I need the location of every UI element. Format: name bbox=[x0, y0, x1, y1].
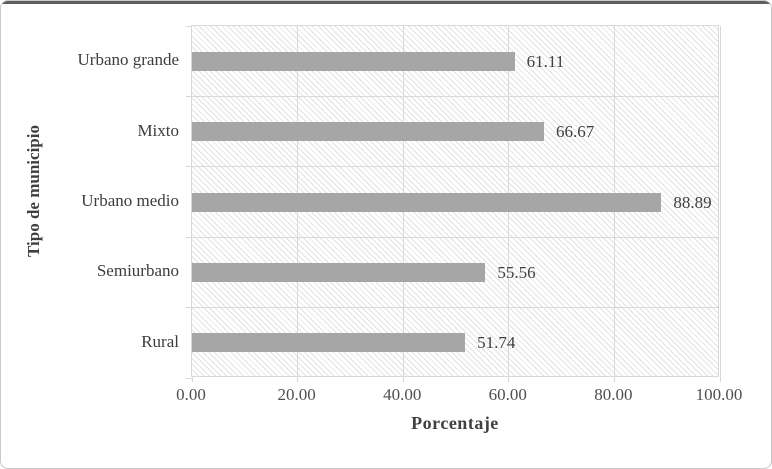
y-axis-tick-mark bbox=[186, 25, 192, 27]
bar-value-label: 61.11 bbox=[526, 51, 565, 71]
category-label: Rural bbox=[141, 331, 179, 351]
x-axis-tick-mark bbox=[297, 376, 299, 382]
bar bbox=[192, 122, 545, 142]
bar bbox=[192, 51, 515, 71]
category-label: Semiurbano bbox=[96, 261, 179, 281]
x-axis-tick-mark bbox=[613, 376, 615, 382]
row-separator bbox=[192, 166, 718, 168]
y-axis-tick-mark bbox=[186, 307, 192, 309]
x-tick-label: 0.00 bbox=[176, 385, 206, 404]
bar bbox=[192, 333, 466, 353]
x-axis-tick-mark bbox=[719, 376, 721, 382]
bar-value-label: 88.89 bbox=[673, 192, 712, 212]
x-tick-label: 80.00 bbox=[594, 385, 633, 404]
x-axis-tick-mark bbox=[402, 376, 404, 382]
x-tick-label: 40.00 bbox=[383, 385, 422, 404]
y-axis-tick-mark bbox=[186, 95, 192, 97]
gridline-vertical bbox=[719, 26, 721, 376]
x-tick-label: 100.00 bbox=[695, 385, 743, 404]
plot-area: 61.11 66.67 88.89 55.56 51.74 bbox=[186, 25, 721, 382]
y-axis-tick-mark bbox=[186, 166, 192, 168]
x-axis-title: Porcentaje bbox=[411, 413, 499, 433]
row-separator bbox=[192, 307, 718, 309]
bar bbox=[192, 192, 662, 212]
category-label: Urbano medio bbox=[81, 191, 179, 210]
x-tick-label: 20.00 bbox=[277, 385, 316, 404]
bar-value-label: 66.67 bbox=[556, 122, 595, 142]
y-axis-tick-mark bbox=[186, 236, 192, 238]
bar-value-label: 55.56 bbox=[497, 262, 536, 282]
figure-top-rule bbox=[1, 1, 771, 4]
x-tick-label: 60.00 bbox=[488, 385, 527, 404]
row-separator bbox=[192, 95, 718, 97]
bar bbox=[192, 262, 486, 282]
x-axis-tick-mark bbox=[191, 376, 193, 382]
row-separator bbox=[192, 236, 718, 238]
x-axis-tick-mark bbox=[508, 376, 510, 382]
category-label: Mixto bbox=[137, 120, 179, 140]
category-label: Urbano grande bbox=[77, 50, 180, 70]
y-axis-tick-mark bbox=[186, 377, 192, 379]
bar-value-label: 51.74 bbox=[477, 333, 516, 353]
